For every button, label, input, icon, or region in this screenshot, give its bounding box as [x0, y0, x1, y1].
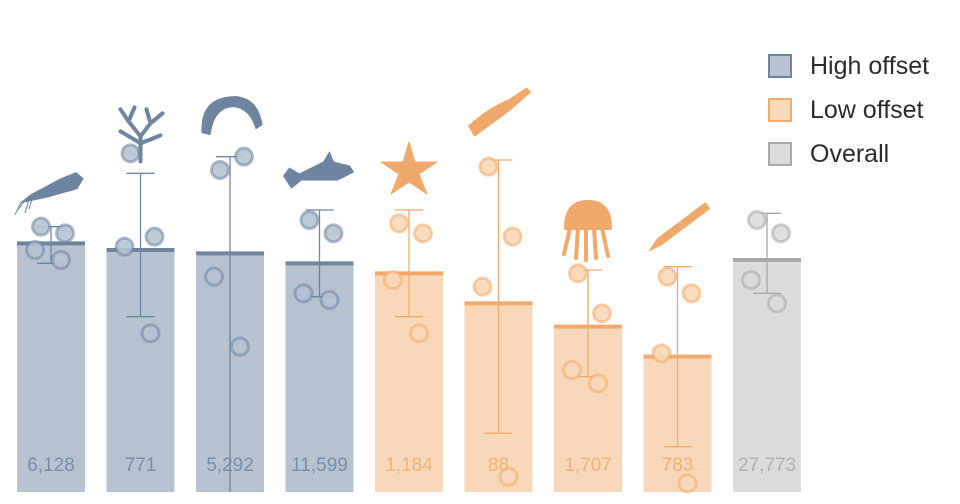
legend-item-high: High offset: [768, 44, 929, 88]
data-point-jellyfish: [562, 360, 582, 380]
squid-icon-shape: [14, 172, 84, 216]
data-point-overall: [741, 270, 761, 290]
data-point-amphipod: [230, 336, 250, 357]
coral-icon: [118, 105, 165, 164]
legend-label-low: Low offset: [810, 95, 924, 124]
count-label-coral: 771: [125, 455, 157, 476]
amphipod-icon-shape: [201, 96, 263, 136]
data-point-squid: [31, 216, 51, 237]
data-point-jellyfish: [588, 373, 608, 394]
data-point-squid: [25, 240, 45, 260]
data-point-overall: [747, 210, 767, 230]
data-point-sea-star: [409, 323, 429, 344]
data-point-coral: [120, 143, 141, 164]
jellyfish-icon: [562, 200, 612, 262]
sea-star-icon: [380, 141, 438, 195]
bar-squid: [17, 243, 85, 492]
data-point-sea-pen: [502, 226, 523, 247]
legend-swatch-overall: [768, 142, 792, 166]
sea-pen-icon-shape: [468, 87, 531, 137]
legend-item-low: Low offset: [768, 88, 929, 132]
legend: High offset Low offset Overall: [768, 44, 929, 176]
data-point-overall: [767, 293, 787, 314]
data-point-coral: [114, 236, 135, 257]
sea-cucumber-icon: [649, 202, 710, 252]
data-point-coral: [144, 226, 165, 247]
legend-swatch-high: [768, 54, 792, 78]
data-point-sea-star: [413, 223, 433, 244]
legend-item-overall: Overall: [768, 132, 929, 176]
count-label-sea-star: 1,184: [385, 455, 433, 476]
count-label-shark: 11,599: [291, 455, 348, 476]
data-point-amphipod: [234, 146, 254, 167]
count-label-squid: 6,128: [27, 455, 75, 476]
shark-icon: [283, 151, 354, 189]
data-point-shark: [323, 223, 344, 244]
jellyfish-bell-shape: [566, 202, 610, 228]
count-label-sea-cucumber: 783: [662, 455, 694, 476]
data-point-sea-cucumber: [677, 473, 698, 494]
data-point-shark: [293, 283, 314, 304]
data-point-amphipod: [204, 266, 224, 287]
data-point-sea-cucumber: [651, 343, 672, 364]
data-point-sea-cucumber: [657, 266, 678, 287]
sea-star-icon-shape: [380, 141, 438, 195]
data-point-coral: [140, 323, 161, 344]
data-point-squid: [51, 250, 71, 270]
legend-label-high: High offset: [810, 51, 930, 80]
data-point-sea-pen: [498, 466, 519, 487]
count-label-sea-pen: 88: [488, 455, 509, 476]
data-point-sea-pen: [478, 156, 499, 177]
data-point-shark: [319, 290, 340, 310]
data-point-sea-pen: [472, 276, 493, 297]
data-point-overall: [771, 223, 791, 244]
bar-shark: [285, 263, 354, 492]
data-point-sea-star: [383, 270, 403, 290]
data-point-amphipod: [210, 160, 230, 180]
data-point-jellyfish: [592, 303, 612, 324]
data-point-sea-cucumber: [681, 283, 702, 304]
coral-icon-shape: [118, 105, 165, 164]
squid-icon: [14, 172, 84, 216]
count-label-amphipod: 5,292: [206, 455, 254, 476]
amphipod-icon: [201, 96, 263, 136]
data-point-sea-star: [389, 213, 409, 234]
data-point-jellyfish: [568, 263, 588, 284]
count-label-overall: 27,773: [738, 455, 796, 476]
sea-pen-icon: [468, 87, 531, 137]
shark-icon-shape: [283, 151, 354, 189]
legend-label-overall: Overall: [810, 139, 890, 168]
sea-cucumber-icon-shape: [649, 202, 710, 252]
count-label-jellyfish: 1,707: [564, 455, 612, 476]
legend-swatch-low: [768, 98, 792, 122]
bar-overall: [733, 260, 801, 492]
data-point-squid: [55, 223, 75, 244]
data-point-shark: [299, 210, 320, 230]
